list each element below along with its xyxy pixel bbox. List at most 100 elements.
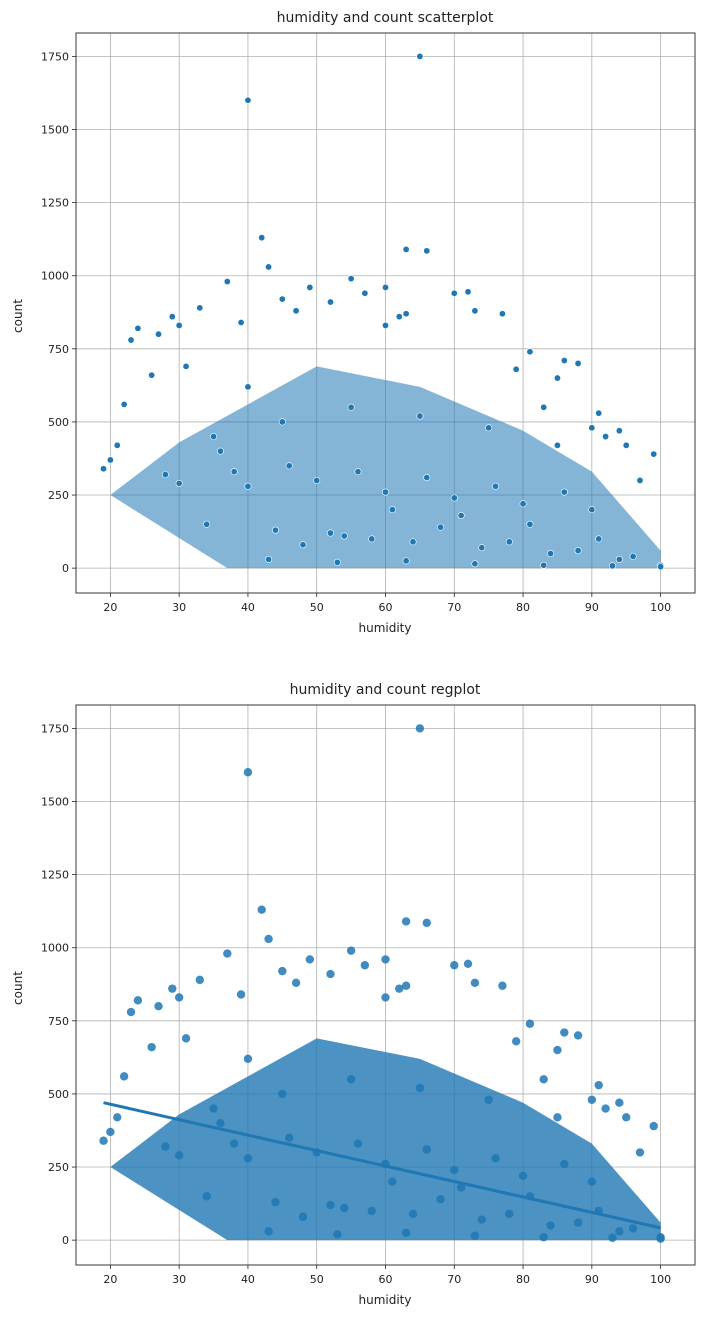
data-point xyxy=(291,978,301,988)
data-point xyxy=(539,1233,548,1242)
data-point xyxy=(347,275,355,283)
data-point xyxy=(450,1165,459,1175)
data-point xyxy=(547,550,555,558)
y-tick-label: 1000 xyxy=(41,270,69,283)
data-point xyxy=(381,993,390,1002)
data-point xyxy=(360,961,370,970)
x-tick-label: 30 xyxy=(172,601,186,614)
data-point xyxy=(463,959,473,968)
data-point xyxy=(595,409,603,417)
data-point xyxy=(588,424,596,432)
y-tick-label: 250 xyxy=(48,1161,69,1174)
x-tick-label: 80 xyxy=(516,1273,530,1286)
data-point xyxy=(553,1045,562,1055)
data-point xyxy=(258,234,266,242)
y-tick-label: 1500 xyxy=(41,796,69,809)
data-point xyxy=(229,1139,239,1148)
data-point xyxy=(243,1154,253,1163)
y-axis-label: count xyxy=(11,971,25,1005)
data-point xyxy=(615,427,623,435)
chart-title: humidity and count regplot xyxy=(290,682,481,698)
data-point xyxy=(402,310,410,318)
data-point xyxy=(326,298,334,306)
data-point xyxy=(155,330,163,338)
data-point xyxy=(340,532,348,540)
data-point xyxy=(216,447,224,455)
data-point xyxy=(629,552,637,560)
points xyxy=(99,724,665,1243)
data-point xyxy=(106,456,114,464)
data-point xyxy=(470,1231,480,1240)
x-tick-label: 50 xyxy=(310,601,324,614)
y-tick-label: 1750 xyxy=(41,722,69,735)
data-point xyxy=(587,1177,597,1186)
data-point xyxy=(491,1154,500,1163)
data-point xyxy=(313,476,321,484)
data-point xyxy=(264,1227,273,1236)
data-point xyxy=(478,544,486,552)
data-point xyxy=(361,289,369,297)
data-point xyxy=(134,324,142,332)
data-point xyxy=(422,1145,431,1154)
regression-line xyxy=(103,1101,661,1230)
y-tick-label: 250 xyxy=(48,489,69,502)
data-point xyxy=(230,468,238,476)
data-point xyxy=(628,1224,638,1233)
data-point xyxy=(243,1054,253,1064)
data-point xyxy=(636,476,644,484)
data-point xyxy=(657,563,665,571)
x-tick-label: 50 xyxy=(310,1273,324,1286)
data-point xyxy=(498,310,506,318)
data-point xyxy=(560,488,568,496)
x-tick-label: 20 xyxy=(103,1273,117,1286)
data-point xyxy=(615,1098,624,1107)
data-point xyxy=(415,724,425,733)
data-point xyxy=(594,1080,603,1090)
data-point xyxy=(560,1159,569,1169)
data-point xyxy=(519,500,527,508)
data-point xyxy=(401,917,411,926)
data-point xyxy=(120,400,128,408)
data-point xyxy=(147,1042,156,1052)
data-point xyxy=(464,288,472,296)
data-point xyxy=(437,523,445,531)
scatterplot-chart: humidity and count scatterplot humidity … xyxy=(11,10,696,635)
y-tick-label: 1500 xyxy=(41,124,69,137)
data-point xyxy=(574,547,582,555)
data-point xyxy=(505,538,513,546)
data-point xyxy=(326,529,334,537)
data-point xyxy=(381,488,389,496)
data-point xyxy=(209,1104,218,1113)
data-point xyxy=(602,433,610,441)
data-point xyxy=(416,412,424,420)
data-point xyxy=(133,996,143,1005)
data-point xyxy=(388,506,396,514)
data-point xyxy=(244,383,252,391)
data-point xyxy=(326,969,335,979)
data-point xyxy=(484,1095,493,1104)
x-tick-label: 70 xyxy=(447,1273,461,1286)
y-tick-label: 1000 xyxy=(41,942,69,955)
y-tick-label: 1250 xyxy=(41,197,69,210)
data-point xyxy=(354,468,362,476)
data-point xyxy=(181,1034,191,1043)
data-point xyxy=(333,558,341,566)
data-point xyxy=(381,283,389,291)
x-tick-label: 100 xyxy=(650,601,671,614)
data-point xyxy=(518,1171,528,1181)
data-point xyxy=(608,1233,617,1243)
data-point xyxy=(402,245,410,253)
data-point xyxy=(588,506,596,514)
data-point xyxy=(113,441,121,449)
y-tick-label: 750 xyxy=(48,343,69,356)
data-point xyxy=(423,247,431,255)
data-point xyxy=(649,1121,658,1131)
data-point xyxy=(477,1215,486,1224)
data-point xyxy=(168,984,177,993)
data-point xyxy=(408,1209,418,1219)
data-point xyxy=(416,52,424,60)
data-point xyxy=(333,1230,342,1239)
data-point xyxy=(560,357,568,365)
data-point xyxy=(409,538,417,546)
data-point xyxy=(540,403,548,411)
